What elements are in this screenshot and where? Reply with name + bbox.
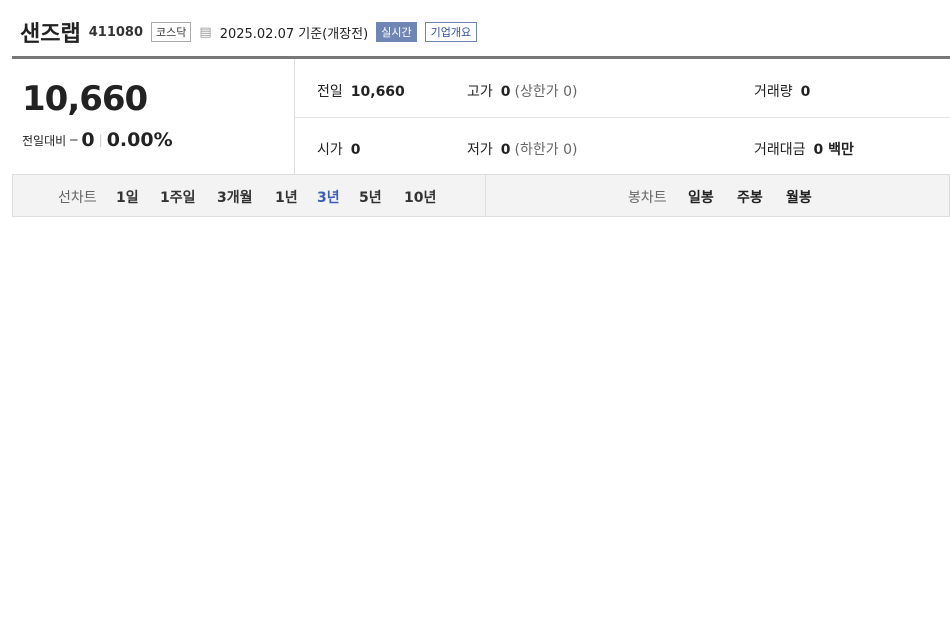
stat: 고가 0 (상한가 0) [467,81,577,101]
stat: 거래대금 0 백만 [754,139,854,159]
tab-bar: 선차트 1일 1주일 3개월 1년 3년 5년 10년 봉차트 일봉 주봉 월봉 [12,174,950,217]
stat-value: 0 백만 [813,142,854,158]
stock-name: 샌즈랩 [20,22,81,47]
price: 10,660 [22,79,148,119]
summary: 10,660 전일대비 ━ 0 | 0.00% 전일 10,660 고가 0 (상한가 0) 거래… [12,56,950,176]
stat-value: 0 [800,84,811,100]
realtime-button[interactable]: 실시간 [376,22,417,42]
stat-value: 10,660 [350,84,405,100]
change: 전일대비 ━ 0 | 0.00% [22,129,173,151]
stat-note: (하한가 0) [514,142,578,158]
calendar-icon: ▤ [199,24,212,40]
date: 2025.02.07 기준(개장전) [219,26,369,42]
stat: 저가 0 (하한가 0) [467,139,577,159]
stat-label: 전일 [317,84,343,100]
stat: 전일 10,660 [317,81,405,101]
stat-value: 0 [500,142,511,158]
candle-tab[interactable]: 월봉 [786,190,812,206]
stat-label: 거래대금 [754,142,806,158]
stat-value: 0 [350,142,361,158]
header: 샌즈랩 411080 코스닥 ▤ 2025.02.07 기준(개장전) 실시간 … [20,16,478,48]
stat-label: 거래량 [754,84,793,100]
candle-tab[interactable]: 주봉 [737,190,763,206]
stat-label: 고가 [467,84,493,100]
period-tab[interactable]: 3개월 [217,190,253,206]
period-tab[interactable]: 3년 [317,190,340,206]
stock-code: 411080 [88,24,144,40]
tab-label: 선차트 [58,190,97,206]
stat-label: 저가 [467,142,493,158]
period-tab[interactable]: 10년 [404,190,437,206]
stat: 거래량 0 [754,81,810,101]
market-badge: 코스닥 [151,22,192,42]
divider [485,175,486,216]
period-tab[interactable]: 1주일 [160,190,196,206]
change-rate: 0.00% [106,129,173,151]
company-button[interactable]: 기업개요 [424,22,478,42]
tab-label: 봉차트 [628,190,667,206]
change-value: 0 [81,129,95,151]
stat-label: 시가 [317,142,343,158]
divider [294,117,950,118]
change-label: 전일대비 [22,133,67,148]
period-tab[interactable]: 5년 [359,190,382,206]
stat-value: 0 [500,84,511,100]
candle-tab[interactable]: 일봉 [688,190,714,206]
period-tab[interactable]: 1년 [275,190,298,206]
stat: 시가 0 [317,139,361,159]
period-tab[interactable]: 1일 [116,190,139,206]
stat-note: (상한가 0) [514,84,578,100]
